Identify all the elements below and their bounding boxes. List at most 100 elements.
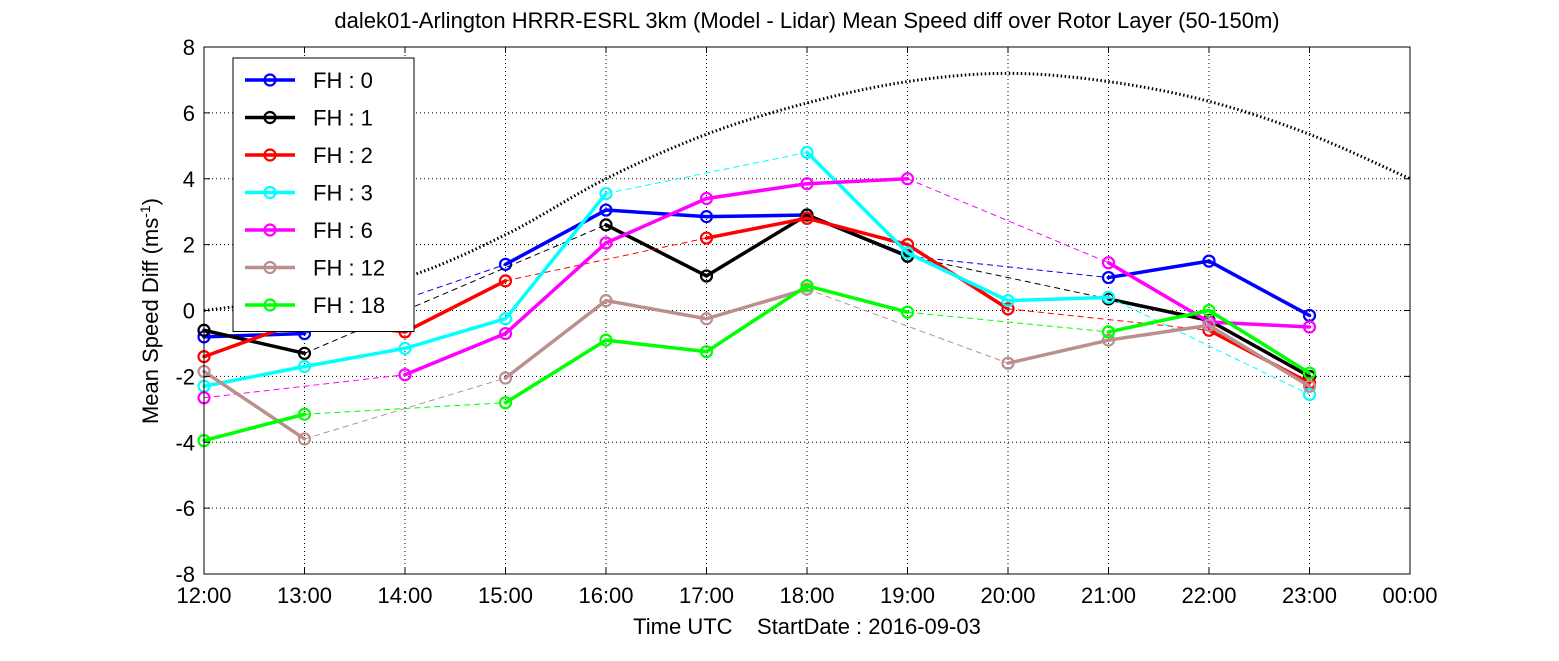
series-gap-line bbox=[907, 255, 1109, 279]
data-point bbox=[900, 246, 915, 260]
data-point bbox=[599, 236, 613, 250]
data-point bbox=[699, 269, 714, 283]
data-point bbox=[1302, 379, 1317, 393]
series-line-segment bbox=[1207, 308, 1312, 375]
x-tick-label: 17:00 bbox=[679, 583, 734, 608]
series-line-segment bbox=[1106, 297, 1211, 323]
series-line-segment bbox=[202, 328, 307, 356]
legend-label: FH : 18 bbox=[313, 293, 385, 318]
legend-label: FH : 2 bbox=[313, 143, 373, 168]
series-gap-line bbox=[1007, 308, 1210, 331]
data-point bbox=[297, 346, 312, 360]
data-point bbox=[699, 231, 714, 245]
legend: FH : 0 FH : 1 FH : 2 FH : 3 FH : 6 FH : 12 FH … bbox=[232, 57, 415, 332]
y-axis-label-superscript: -1 bbox=[137, 205, 153, 218]
series-line-segment bbox=[302, 346, 407, 369]
legend-item: FH : 12 bbox=[245, 256, 385, 281]
series-4 bbox=[197, 172, 1317, 405]
y-tick-label: -6 bbox=[175, 496, 195, 521]
data-point bbox=[1101, 333, 1116, 347]
y-axis-label: Mean Speed Diff (ms-1) bbox=[137, 198, 163, 424]
series-gap-line bbox=[304, 402, 506, 415]
series-line-segment bbox=[604, 298, 709, 321]
data-point bbox=[498, 312, 513, 326]
data-point bbox=[1001, 294, 1015, 308]
x-tick-label: 18:00 bbox=[779, 583, 834, 608]
series-line-segment bbox=[1106, 260, 1211, 324]
series-line-segment bbox=[604, 223, 709, 278]
series-line-segment bbox=[704, 216, 809, 240]
series-line-segment bbox=[503, 338, 608, 405]
y-tick-label: -4 bbox=[175, 430, 195, 455]
data-point bbox=[498, 257, 513, 271]
chart-title: dalek01-Arlington HRRR-ESRL 3km (Model -… bbox=[334, 8, 1279, 33]
x-tick-label: 13:00 bbox=[277, 583, 332, 608]
y-tick-label: -2 bbox=[175, 364, 195, 389]
legend-marker bbox=[263, 185, 277, 200]
series-line-segment bbox=[704, 213, 809, 219]
legend-item: FH : 1 bbox=[245, 106, 373, 131]
data-point bbox=[599, 218, 613, 232]
legend-box bbox=[232, 57, 415, 332]
legend-item: FH : 6 bbox=[245, 218, 373, 243]
series-gap-line bbox=[505, 237, 707, 282]
data-point bbox=[1001, 356, 1015, 370]
y-tick-label: 2 bbox=[183, 233, 195, 258]
series-line-segment bbox=[704, 181, 809, 201]
data-point bbox=[699, 210, 714, 224]
data-point bbox=[1101, 270, 1116, 285]
y-tick-label: 0 bbox=[183, 299, 195, 324]
legend-marker bbox=[263, 73, 277, 87]
series-line-segment bbox=[805, 150, 910, 255]
series-line-segment bbox=[805, 216, 910, 247]
axis-ticks: 12:00 13:00 14:00 15:00 16:00 17:00 18:00 19:00… bbox=[175, 35, 1437, 608]
data-point bbox=[1302, 366, 1317, 380]
series-line-segment bbox=[805, 284, 910, 314]
legend-label: FH : 1 bbox=[313, 106, 373, 131]
data-point bbox=[1101, 290, 1116, 304]
series-line-segment bbox=[1207, 323, 1312, 389]
series-line-segment bbox=[604, 338, 709, 354]
legend-label: FH : 6 bbox=[313, 218, 373, 243]
series-line-segment bbox=[503, 241, 608, 336]
series-line-segment bbox=[503, 208, 608, 267]
series-line-segment bbox=[403, 331, 508, 377]
series-6 bbox=[197, 279, 1317, 448]
series-line-segment bbox=[403, 316, 508, 351]
x-tick-label: 22:00 bbox=[1181, 583, 1236, 608]
y-axis-label-main: Mean Speed Diff (ms bbox=[138, 218, 163, 424]
data-point bbox=[498, 326, 513, 341]
x-tick-label: 20:00 bbox=[980, 583, 1035, 608]
data-point bbox=[297, 359, 312, 374]
y-axis-label-close: ) bbox=[138, 198, 163, 205]
y-tick-label: 8 bbox=[183, 35, 195, 60]
data-point bbox=[900, 305, 915, 319]
data-point bbox=[599, 186, 613, 201]
data-point bbox=[800, 145, 814, 159]
y-tick-label: 4 bbox=[183, 167, 195, 192]
series-line-segment bbox=[905, 251, 1010, 303]
data-point bbox=[297, 432, 312, 446]
legend-label: FH : 3 bbox=[313, 181, 373, 206]
x-tick-label: 00:00 bbox=[1382, 583, 1437, 608]
legend-label: FH : 0 bbox=[313, 68, 373, 93]
series-line-segment bbox=[1106, 323, 1211, 342]
series-line-segment bbox=[704, 287, 809, 321]
data-point bbox=[699, 191, 714, 206]
series-line-segment bbox=[604, 208, 709, 219]
series-line-segment bbox=[1006, 295, 1111, 303]
data-point bbox=[1202, 254, 1216, 268]
series-line-segment bbox=[704, 284, 809, 354]
data-point bbox=[1001, 302, 1015, 316]
series-line-segment bbox=[1106, 259, 1211, 280]
data-point bbox=[800, 211, 814, 225]
data-point bbox=[699, 345, 714, 359]
y-tick-label: 6 bbox=[183, 101, 195, 126]
legend-item: FH : 2 bbox=[245, 143, 373, 168]
data-point bbox=[599, 333, 613, 347]
series-line-segment bbox=[604, 196, 709, 245]
data-point bbox=[1202, 318, 1216, 332]
series-line-segment bbox=[503, 191, 608, 321]
data-point bbox=[398, 368, 412, 382]
legend-marker bbox=[263, 148, 277, 162]
